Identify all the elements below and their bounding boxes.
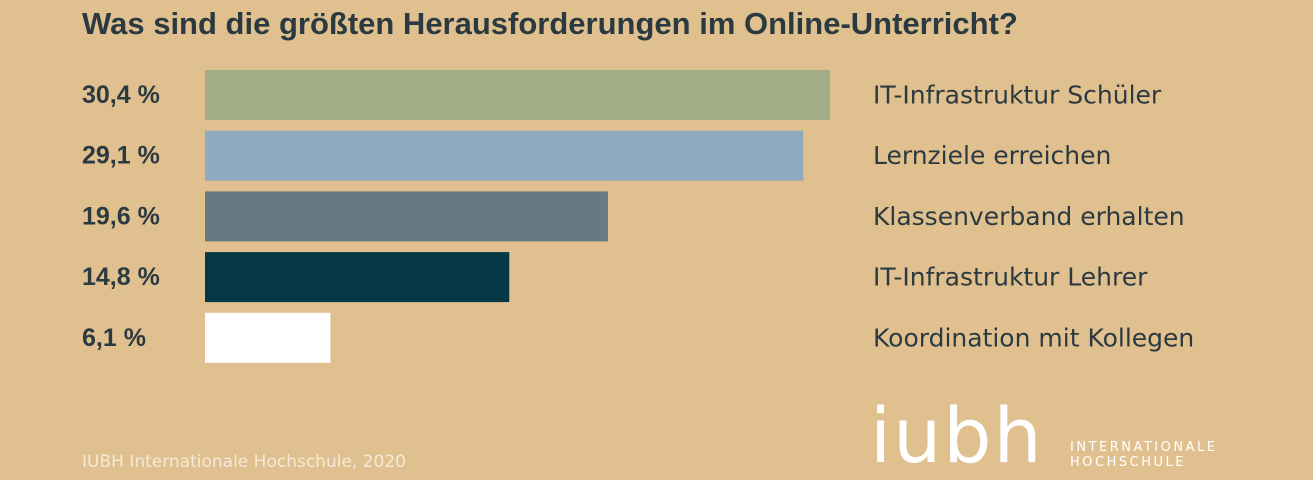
- bar-koordination-mit-kollegen: [205, 312, 331, 363]
- value-label: 14,8 %: [82, 263, 160, 291]
- category-label: Lernziele erreichen: [873, 141, 1111, 170]
- bar-chart: 30,4 % IT-Infrastruktur Schüler 29,1 % Lern…: [82, 70, 1194, 363]
- logo-subtitle: INTERNATIONALE HOCHSCHULE: [1070, 440, 1217, 470]
- bar-it-infrastruktur-schueler: [205, 70, 830, 120]
- value-label: 6,1 %: [82, 324, 146, 352]
- logo-wordmark: iubh: [870, 391, 1044, 480]
- value-label: 19,6 %: [82, 202, 160, 230]
- bar-lernziele-erreichen: [205, 130, 804, 181]
- category-label: IT-Infrastruktur Schüler: [873, 81, 1162, 110]
- bar-it-infrastruktur-lehrer: [205, 252, 510, 303]
- bar-klassenverband-erhalten: [205, 191, 608, 242]
- source-note: IUBH Internationale Hochschule, 2020: [82, 452, 406, 472]
- logo-subtitle-line1: INTERNATIONALE: [1070, 440, 1218, 455]
- chart-title: Was sind die größten Herausforderungen i…: [82, 6, 1018, 41]
- value-label: 30,4 %: [82, 81, 160, 109]
- category-label: IT-Infrastruktur Lehrer: [873, 263, 1148, 292]
- value-label: 29,1 %: [82, 142, 160, 170]
- category-label: Koordination mit Kollegen: [873, 323, 1194, 352]
- logo-subtitle-line2: HOCHSCHULE: [1070, 455, 1186, 470]
- category-label: Klassenverband erhalten: [873, 202, 1185, 231]
